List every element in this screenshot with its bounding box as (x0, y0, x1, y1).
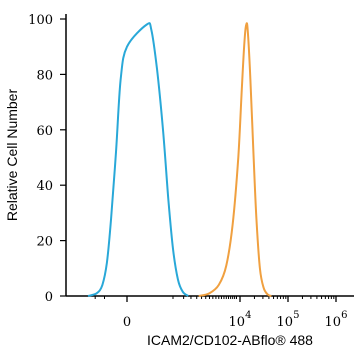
x-axis-title: ICAM2/CD102-ABflo® 488 (147, 332, 313, 348)
y-tick-label: 20 (36, 235, 53, 250)
x-tick-exponent: 4 (245, 310, 251, 321)
x-tick-label: 104 (229, 310, 252, 330)
x-tick-label: 0 (123, 315, 131, 330)
axes (65, 14, 354, 297)
x-tick-exponent: 6 (341, 310, 347, 321)
x-tick-label: 106 (325, 310, 348, 330)
y-axis-title: Relative Cell Number (4, 89, 20, 222)
y-ticks: 0 20 40 60 80 100 (28, 13, 66, 305)
y-tick-label: 60 (36, 124, 53, 139)
series-group (87, 22, 272, 297)
y-tick-label: 0 (45, 290, 53, 305)
x-ticks: 0 104 105 106 (94, 296, 348, 330)
y-tick-label: 80 (36, 68, 53, 83)
x-tick-exponent: 5 (293, 310, 299, 321)
x-tick-label: 105 (277, 310, 300, 330)
y-tick-label: 40 (36, 179, 53, 194)
series-line-2 (198, 22, 272, 297)
y-tick-label: 100 (28, 13, 53, 28)
series-line-1 (87, 22, 189, 297)
